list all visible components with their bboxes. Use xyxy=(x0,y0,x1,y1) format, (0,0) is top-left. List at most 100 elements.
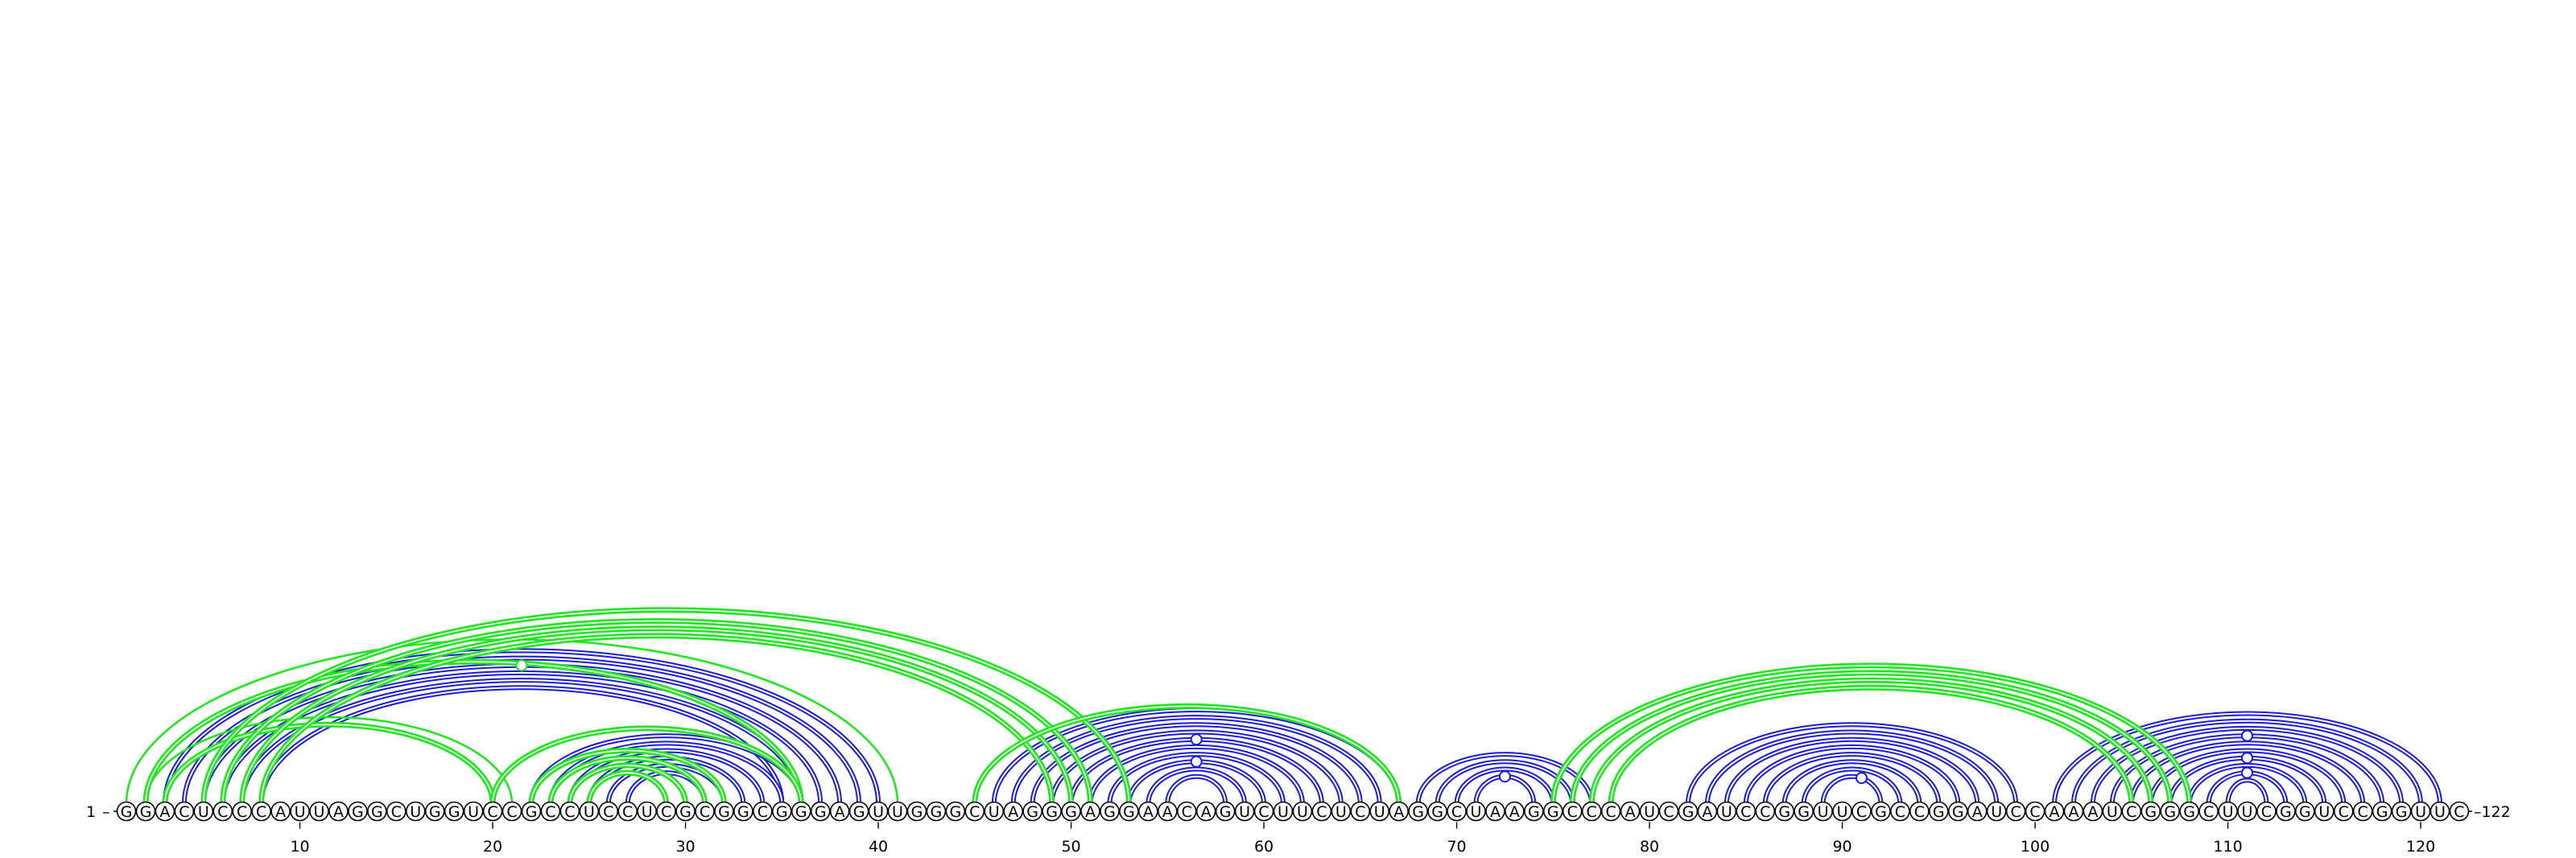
tick-label-90: 90 xyxy=(1832,838,1852,856)
nucleotide-circle-70 xyxy=(1447,801,1467,822)
nucleotide-letter-99: C xyxy=(2010,803,2021,821)
nucleotide-letter-93: C xyxy=(1895,803,1905,821)
nucleotide-54: A xyxy=(1138,801,1158,822)
nucleotide-circle-52 xyxy=(1100,801,1120,822)
nucleotide-circle-80 xyxy=(1639,801,1660,822)
nucleotide-13: G xyxy=(348,801,368,822)
nucleotide-circle-48 xyxy=(1022,801,1042,822)
nucleotide-letter-5: U xyxy=(198,803,209,821)
arc-marker-2 xyxy=(1190,733,1203,746)
nucleotide-88: G xyxy=(1794,801,1814,822)
nucleotide-letter-13: G xyxy=(352,803,364,821)
nucleotide-circle-76 xyxy=(1562,801,1583,822)
nucleotide-95: G xyxy=(1929,801,1949,822)
nucleotide-85: C xyxy=(1736,801,1757,822)
nucleotide-letter-3: A xyxy=(159,803,170,821)
arc-marker-6 xyxy=(2241,729,2253,742)
nucleotide-letter-40: U xyxy=(873,803,884,821)
blue-arc-inner-54-59 xyxy=(1147,768,1246,804)
nucleotide-19: U xyxy=(463,801,484,822)
nucleotide-52: G xyxy=(1100,801,1120,822)
nucleotide-circle-88 xyxy=(1794,801,1814,822)
nucleotide-circle-94 xyxy=(1909,801,1930,822)
arc-marker-3 xyxy=(1190,755,1203,768)
nucleotide-letter-14: G xyxy=(371,803,383,821)
nucleotide-73: A xyxy=(1505,801,1525,822)
nucleotide-89: U xyxy=(1813,801,1833,822)
nucleotide-43: G xyxy=(926,801,947,822)
arc-marker-4 xyxy=(1498,770,1511,783)
nucleotide-11: U xyxy=(309,801,329,822)
nucleotide-letter-72: A xyxy=(1490,803,1501,821)
nucleotide-letter-88: G xyxy=(1798,803,1810,821)
nucleotide-letter-64: U xyxy=(1335,803,1347,821)
nucleotide-75: G xyxy=(1543,801,1563,822)
nucleotide-circle-61 xyxy=(1273,801,1294,822)
nucleotide-circle-22 xyxy=(521,801,542,822)
blue-arc-inner-70-75 xyxy=(1455,768,1554,804)
nucleotide-circle-74 xyxy=(1524,801,1544,822)
nucleotide-38: A xyxy=(829,801,850,822)
nucleotide-letter-114: G xyxy=(2299,803,2311,821)
nucleotide-110: U xyxy=(2218,801,2238,822)
nucleotide-letter-39: G xyxy=(853,803,865,821)
arc-marker-5 xyxy=(1856,772,1868,785)
green-arc-inner-25-29 xyxy=(588,772,667,804)
nucleotide-37: G xyxy=(810,801,831,822)
nucleotide-32: G xyxy=(714,801,734,822)
nucleotide-circle-95 xyxy=(1929,801,1949,822)
nucleotide-circle-67 xyxy=(1389,801,1409,822)
nucleotide-66: U xyxy=(1369,801,1390,822)
nucleotide-114: G xyxy=(2295,801,2315,822)
nucleotide-41: U xyxy=(887,801,908,822)
nucleotide-10: U xyxy=(290,801,310,822)
nucleotide-letter-53: G xyxy=(1123,803,1135,821)
blue-arc-inner-3-40 xyxy=(163,650,880,804)
nucleotide-circle-65 xyxy=(1350,801,1371,822)
nucleotide-115: U xyxy=(2314,801,2334,822)
nucleotide-circle-25 xyxy=(579,801,600,822)
nucleotide-9: A xyxy=(270,801,291,822)
nucleotide-circle-55 xyxy=(1158,801,1178,822)
nucleotide-letter-4: C xyxy=(179,803,189,821)
nucleotide-letter-118: G xyxy=(2376,803,2388,821)
green-arc-inner-20-36 xyxy=(492,728,803,804)
nucleotide-letter-115: U xyxy=(2318,803,2330,821)
nucleotide-letter-61: U xyxy=(1278,803,1289,821)
nucleotide-76: C xyxy=(1562,801,1583,822)
nucleotide-letter-20: C xyxy=(487,803,497,821)
nucleotide-28: U xyxy=(637,801,657,822)
nucleotide-letter-19: U xyxy=(468,803,479,821)
nucleotide-circle-16 xyxy=(405,801,426,822)
nucleotide-70: C xyxy=(1447,801,1467,822)
nucleotide-15: C xyxy=(386,801,407,822)
green-arc-inner-22-32 xyxy=(530,749,725,804)
nucleotide-21: C xyxy=(502,801,522,822)
nucleotide-letter-70: C xyxy=(1451,803,1462,821)
nucleotide-circle-81 xyxy=(1658,801,1679,822)
nucleotide-4: C xyxy=(174,801,195,822)
nucleotide-letter-49: G xyxy=(1046,803,1058,821)
nucleotide-87: G xyxy=(1774,801,1794,822)
nucleotide-letter-60: C xyxy=(1258,803,1269,821)
nucleotide-circle-96 xyxy=(1947,801,1968,822)
nucleotide-circle-78 xyxy=(1600,801,1621,822)
nucleotide-letter-32: G xyxy=(718,803,730,821)
nucleotide-119: G xyxy=(2391,801,2412,822)
nucleotide-circle-24 xyxy=(559,801,580,822)
nucleotide-45: C xyxy=(964,801,985,822)
nucleotide-circle-100 xyxy=(2025,801,2046,822)
tick-label-50: 50 xyxy=(1061,838,1080,856)
nucleotide-104: U xyxy=(2102,801,2123,822)
nucleotide-letter-69: G xyxy=(1431,803,1443,821)
nucleotide-circle-36 xyxy=(791,801,811,822)
nucleotide-72: A xyxy=(1485,801,1505,822)
nucleotide-letter-38: A xyxy=(835,803,845,821)
nucleotide-circle-93 xyxy=(1890,801,1910,822)
nucleotide-86: C xyxy=(1755,801,1776,822)
nucleotide-letter-65: C xyxy=(1355,803,1365,821)
nucleotide-circle-41 xyxy=(887,801,908,822)
nucleotide-12: A xyxy=(328,801,349,822)
nucleotide-5: U xyxy=(193,801,214,822)
nucleotide-circle-77 xyxy=(1581,801,1602,822)
